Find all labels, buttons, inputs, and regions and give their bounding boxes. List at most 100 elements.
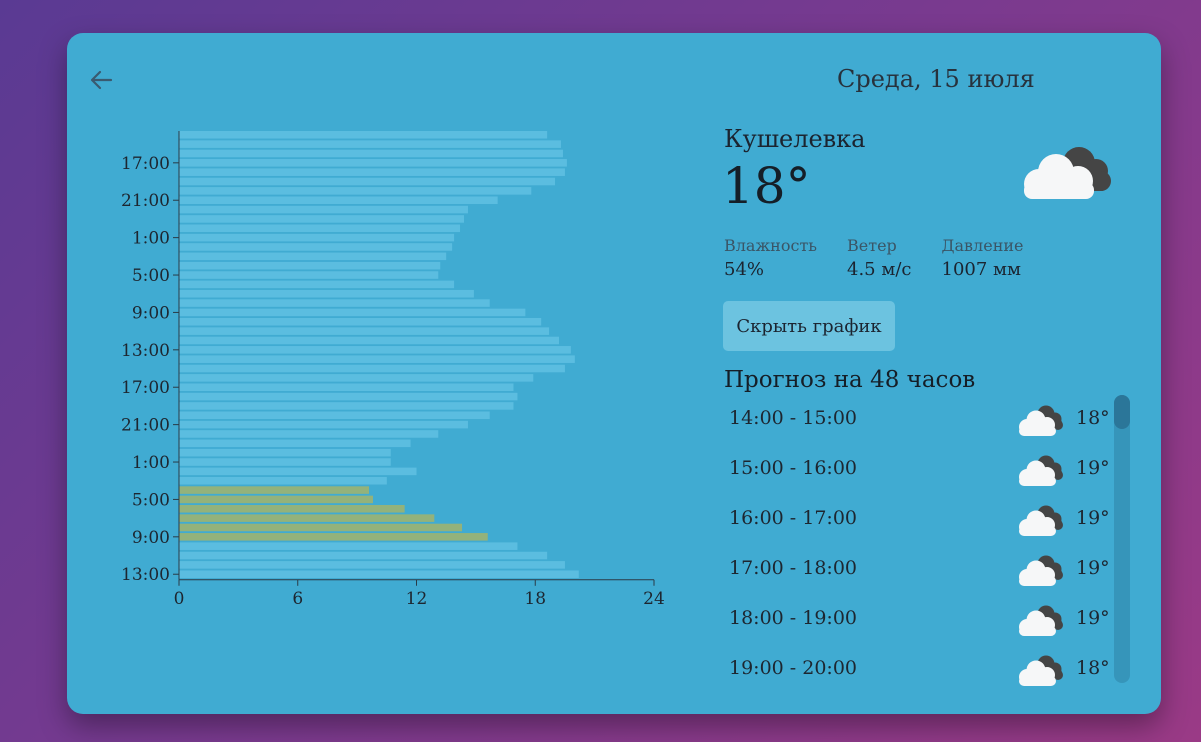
forecast-temp: 19° (1076, 607, 1110, 629)
bar (179, 411, 490, 420)
x-tick-label: 18 (524, 589, 546, 609)
bar (179, 261, 441, 270)
bar (179, 458, 391, 466)
bar (179, 149, 563, 158)
cloudy-icon (1017, 453, 1065, 491)
bar (179, 392, 518, 401)
bar-highlighted (179, 523, 463, 532)
bar (179, 448, 391, 457)
bar (179, 402, 514, 410)
bar (179, 224, 461, 233)
weather-card: Среда, 15 июля 17:00 21:00 1:00 5:00 9:00 13:… (67, 33, 1161, 714)
bar-highlighted (179, 505, 405, 513)
bar-highlighted (179, 533, 488, 541)
bar (179, 233, 455, 242)
bar (179, 205, 468, 214)
forecast-time: 18:00 - 19:00 (729, 607, 858, 629)
forecast-row: 17:00 - 18:00 19° (724, 545, 1116, 595)
forecast-time: 19:00 - 20:00 (729, 657, 858, 679)
x-tick-label: 24 (643, 589, 665, 609)
humidity-metric: Влажность 54% (724, 236, 817, 280)
bar (179, 215, 464, 223)
hide-chart-button[interactable]: Скрыть график (723, 301, 895, 351)
weather-metrics: Влажность 54% Ветер 4.5 м/с Давление 100… (724, 236, 1053, 280)
y-tick-label: 9:00 (132, 528, 170, 548)
bar (179, 336, 559, 345)
bar (179, 420, 468, 429)
pressure-label: Давление (941, 236, 1024, 255)
bar (179, 383, 514, 391)
wind-metric: Ветер 4.5 м/с (847, 236, 912, 280)
forecast-time: 14:00 - 15:00 (729, 407, 858, 429)
forecast-row: 16:00 - 17:00 19° (724, 495, 1116, 545)
scrollbar-thumb[interactable] (1114, 395, 1130, 429)
bar (179, 561, 565, 569)
bar (179, 346, 571, 354)
bar (179, 439, 411, 448)
bar (179, 252, 447, 261)
y-tick-label: 5:00 (132, 266, 170, 286)
bar-highlighted (179, 495, 373, 504)
humidity-label: Влажность (724, 236, 817, 255)
bar (179, 327, 550, 335)
forecast-time: 17:00 - 18:00 (729, 557, 858, 579)
y-tick-label: 1:00 (132, 453, 170, 473)
y-tick-label: 13:00 (121, 341, 170, 361)
cloudy-icon (1017, 603, 1065, 641)
cloudy-icon (1019, 141, 1114, 205)
wind-value: 4.5 м/с (847, 259, 912, 280)
forecast-temp: 19° (1076, 457, 1110, 479)
forecast-row: 18:00 - 19:00 19° (724, 595, 1116, 645)
forecast-temp: 19° (1076, 507, 1110, 529)
forecast-temp: 19° (1076, 557, 1110, 579)
cloudy-icon (1017, 403, 1065, 441)
y-tick-label: 1:00 (132, 229, 170, 249)
wind-label: Ветер (847, 236, 897, 255)
y-tick-label: 13:00 (121, 565, 170, 585)
bar-highlighted (179, 486, 369, 494)
y-tick-label: 17:00 (121, 154, 170, 174)
bar (179, 570, 579, 578)
current-temperature: 18° (722, 157, 811, 215)
bar (179, 289, 474, 298)
bar (179, 374, 534, 382)
bar (179, 299, 490, 307)
bar (179, 364, 565, 373)
city-name: Кушелевка (724, 125, 866, 153)
back-button[interactable] (87, 65, 117, 95)
forecast-row: 15:00 - 16:00 19° (724, 445, 1116, 495)
forecast-scrollbar[interactable] (1114, 395, 1130, 683)
bar-highlighted (179, 514, 435, 522)
forecast-list[interactable]: 14:00 - 15:00 18° 15:00 - 16:00 19° 16:00 - … (724, 395, 1116, 713)
bar (179, 243, 453, 251)
pressure-value: 1007 мм (941, 259, 1022, 280)
hourly-temperature-chart: 17:00 21:00 1:00 5:00 9:00 13:00 17:00 21:00 1:0… (121, 131, 665, 609)
bar (179, 271, 439, 279)
bar (179, 430, 439, 438)
cloudy-icon (1017, 653, 1065, 691)
pressure-metric: Давление 1007 мм (942, 236, 1024, 280)
y-tick-label: 17:00 (121, 378, 170, 398)
bar (179, 168, 565, 176)
bar (179, 159, 567, 167)
x-tick-label: 0 (174, 589, 185, 609)
forecast-time: 16:00 - 17:00 (729, 507, 858, 529)
forecast-time: 15:00 - 16:00 (729, 457, 858, 479)
y-tick-label: 5:00 (132, 490, 170, 510)
bar (179, 131, 548, 139)
x-tick-label: 6 (292, 589, 303, 609)
bar (179, 140, 561, 148)
forecast-row: 19:00 - 20:00 18° (724, 645, 1116, 695)
forecast-temp: 18° (1076, 407, 1110, 429)
bar (179, 551, 548, 560)
bar (179, 355, 575, 363)
x-tick-label: 12 (406, 589, 428, 609)
y-tick-label: 9:00 (132, 303, 170, 323)
forecast-title: Прогноз на 48 часов (724, 367, 976, 393)
cloudy-icon (1017, 503, 1065, 541)
arrow-left-icon (90, 70, 113, 90)
bar (179, 542, 518, 550)
forecast-row: 14:00 - 15:00 18° (724, 395, 1116, 445)
bar (179, 308, 526, 317)
bar (179, 476, 387, 485)
